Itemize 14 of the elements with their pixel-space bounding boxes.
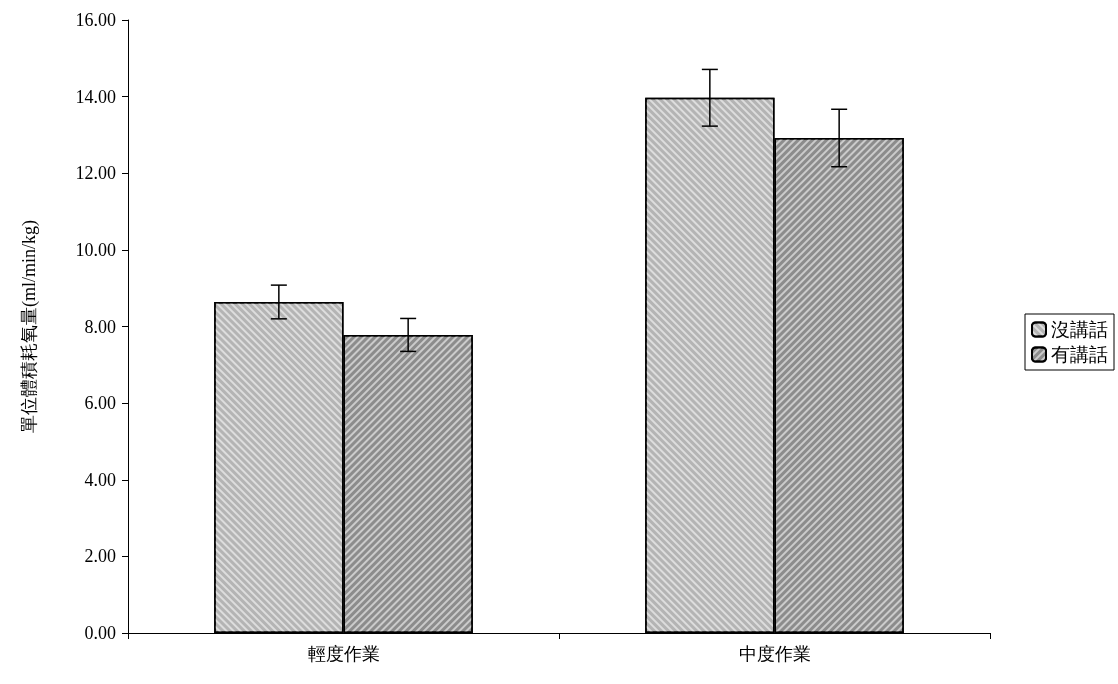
y-tick-label: 4.00	[84, 469, 116, 490]
x-tick-label: 中度作業	[738, 644, 811, 664]
y-tick-label: 6.00	[84, 393, 116, 414]
y-tick-label: 10.00	[75, 239, 116, 260]
y-tick-label: 0.00	[84, 623, 116, 643]
y-tick-label: 12.00	[75, 163, 116, 184]
y-tick-label: 16.00	[75, 10, 116, 30]
y-axis-title: 單位體積耗氧量(ml/min/kg)	[19, 220, 40, 433]
y-tick-label: 8.00	[84, 316, 116, 337]
y-tick-label: 14.00	[75, 86, 116, 107]
y-tick-label: 2.00	[84, 546, 116, 567]
x-tick-label: 輕度作業	[307, 644, 380, 664]
legend-label: 沒講話	[1051, 319, 1108, 340]
legend-label: 有講話	[1051, 344, 1108, 365]
